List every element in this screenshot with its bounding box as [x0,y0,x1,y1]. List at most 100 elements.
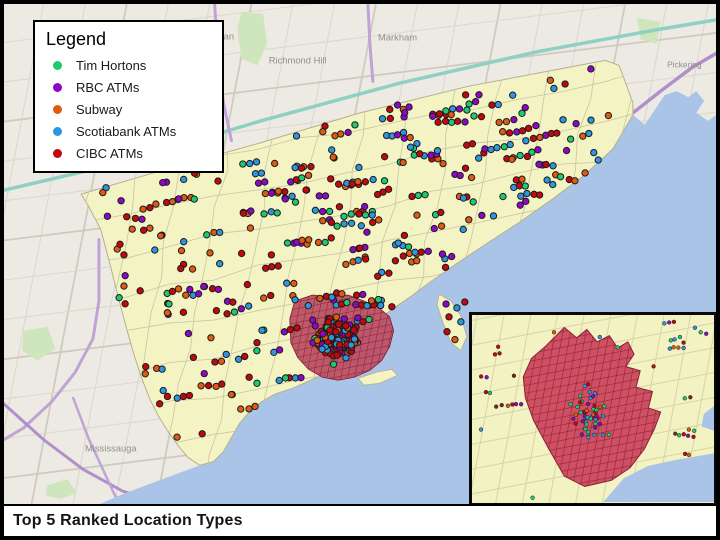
map-marker [375,216,383,224]
map-marker [338,290,346,298]
map-marker [456,171,464,180]
inset-marker [511,373,517,378]
map-marker [385,269,393,277]
map-legend: Legend Tim Hortons RBC ATMs Subway Scotiaba… [33,20,224,173]
map-marker [590,148,598,157]
map-marker [400,134,408,142]
map-marker [281,374,290,382]
map-marker [175,195,183,203]
map-marker [393,131,402,139]
map-marker [237,305,245,313]
inset-marker [691,434,696,440]
map-marker [384,185,393,194]
map-marker [461,91,470,99]
inset-overview-map[interactable] [469,312,716,504]
inset-marker [591,412,596,417]
map-marker [246,159,254,168]
map-marker [344,128,352,137]
map-marker [128,225,136,233]
legend-item-label: Scotiabank ATMs [76,124,177,139]
map-marker [342,322,350,330]
map-marker [559,116,567,124]
map-canvas[interactable]: VaughanRichmond HillMarkhamPickeringMiss… [4,4,716,504]
inset-marker [602,403,607,409]
map-marker [252,158,261,166]
map-marker [470,112,478,120]
inset-marker [578,410,583,415]
map-marker [267,291,275,300]
figure-title-bar: Top 5 Ranked Location Types [4,504,716,536]
inset-marker [615,345,620,350]
inset-marker [585,382,591,387]
map-marker [439,159,447,168]
map-marker [141,370,149,378]
map-marker [550,84,558,93]
map-marker [302,186,310,194]
map-marker [401,109,409,117]
map-marker [469,198,477,206]
park-area [45,479,78,500]
legend-color-dot-icon [53,83,62,92]
inset-marker [686,452,691,457]
map-marker [237,249,246,258]
map-marker [340,212,348,221]
inset-marker [585,415,590,420]
map-marker [327,218,336,227]
map-marker [321,192,330,200]
inset-marker [505,403,510,408]
map-marker [505,129,514,137]
map-marker [355,210,363,218]
map-marker [288,192,296,200]
legend-item: RBC ATMs [53,80,214,95]
map-marker [177,246,186,255]
map-marker [158,365,166,373]
inset-marker [582,383,587,389]
legend-color-dot-icon [53,61,62,70]
inset-marker [568,402,573,407]
map-marker [139,226,148,234]
map-marker [357,222,365,230]
map-marker [380,153,389,161]
inset-marker [478,427,484,432]
inset-marker [494,404,499,409]
map-marker [561,80,569,88]
map-marker [253,347,261,355]
inset-marker [584,408,589,413]
inset-marker [573,421,578,426]
map-marker [208,284,217,293]
map-marker [313,336,321,344]
map-marker [405,103,413,111]
map-marker [204,381,213,390]
map-marker [223,310,231,318]
map-marker [275,376,283,385]
map-marker [116,240,124,248]
map-marker [286,325,294,334]
map-marker [343,298,351,307]
map-marker [361,255,370,263]
map-marker [258,326,266,334]
inset-marker [688,395,693,400]
map-marker [394,239,402,247]
inset-marker [671,345,676,350]
map-marker [506,140,514,149]
map-marker [290,279,298,288]
map-marker [245,405,253,413]
map-marker [400,231,409,240]
park-area [21,326,56,361]
map-marker [319,128,327,136]
map-marker [380,177,389,185]
city-label: Markham [378,32,417,43]
map-marker [342,260,350,269]
map-marker [260,210,268,218]
map-marker [528,148,536,156]
map-marker [433,146,442,155]
map-marker [274,187,283,195]
map-marker [241,352,249,361]
map-marker [99,188,107,197]
map-marker [329,360,338,368]
map-marker [318,207,327,216]
map-marker [430,224,438,233]
map-marker [437,222,446,230]
map-marker [316,294,324,303]
inset-marker [585,401,591,407]
